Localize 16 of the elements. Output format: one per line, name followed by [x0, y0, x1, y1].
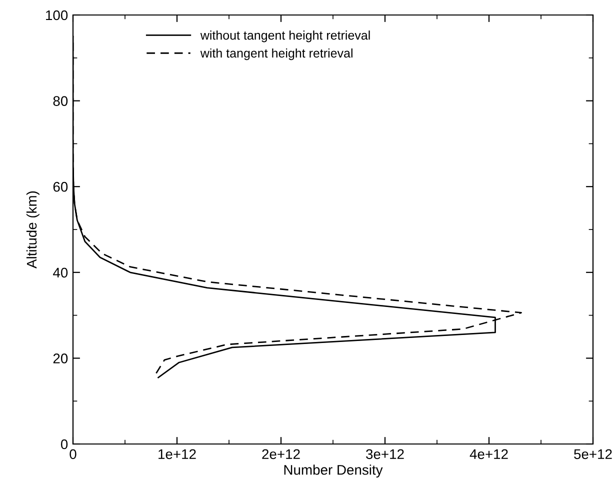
x-tick-label: 2e+12 — [262, 449, 300, 460]
x-tick-label: 5e+12 — [574, 449, 612, 460]
y-tick-label: 20 — [53, 354, 68, 364]
x-tick-label: 0 — [70, 449, 76, 460]
y-tick-label: 0 — [60, 439, 68, 450]
x-axis-title: Number Density — [284, 464, 383, 478]
y-axis-title: Altitude (km) — [26, 191, 40, 268]
x-tick-label: 3e+12 — [366, 449, 404, 460]
x-tick-label: 1e+12 — [158, 449, 196, 460]
y-tick-label: 100 — [46, 10, 68, 20]
legend-label: with tangent height retrieval — [200, 48, 352, 60]
y-tick-label: 60 — [53, 182, 68, 192]
legend-label: without tangent height retrieval — [200, 30, 370, 42]
x-tick-label: 4e+12 — [470, 449, 508, 460]
y-tick-label: 40 — [53, 268, 68, 278]
y-tick-label: 80 — [53, 96, 68, 106]
